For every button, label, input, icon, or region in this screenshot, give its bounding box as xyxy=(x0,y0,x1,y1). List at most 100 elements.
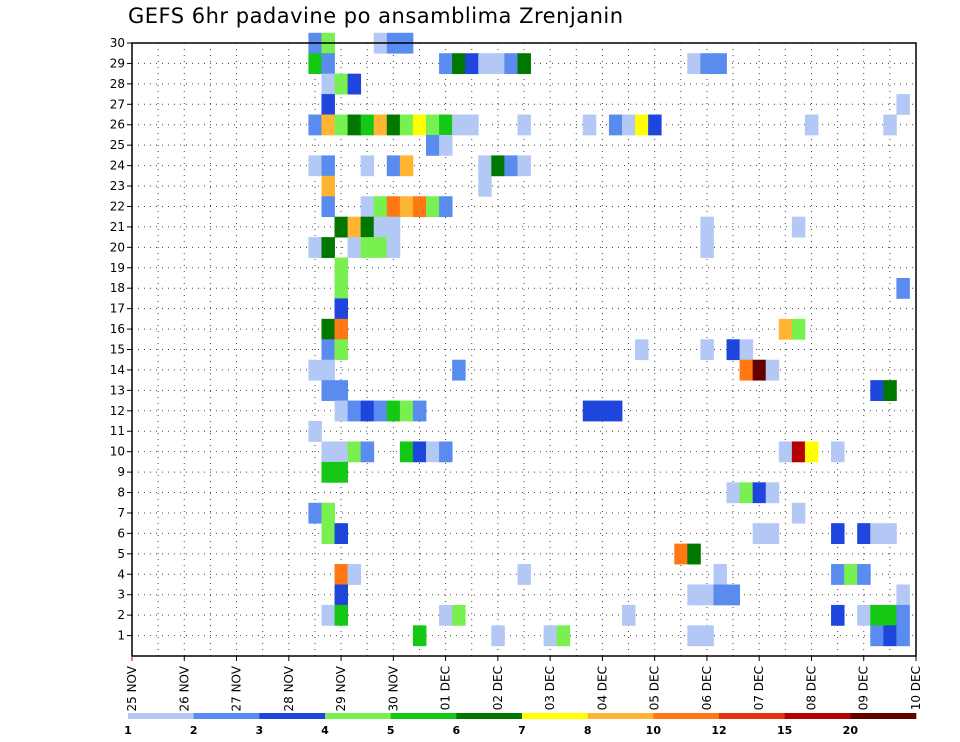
x-tick-label: 02 DEC xyxy=(491,666,505,710)
y-tick-label: 28 xyxy=(110,77,125,91)
precip-cell xyxy=(883,523,897,545)
precip-cell xyxy=(360,196,375,218)
precip-cell xyxy=(857,564,871,585)
precip-cell xyxy=(739,482,754,504)
precip-cell xyxy=(831,564,845,585)
y-tick-label: 5 xyxy=(117,547,125,561)
ticks-layer: 1234567891011121314151617181920212223242… xyxy=(110,36,923,712)
precip-cell xyxy=(334,604,348,626)
precip-cell xyxy=(491,53,505,75)
y-tick-label: 21 xyxy=(110,220,125,234)
precip-cell xyxy=(334,216,348,238)
legend-swatch xyxy=(784,713,851,719)
precip-cell xyxy=(648,114,662,136)
y-tick-label: 2 xyxy=(117,608,125,622)
legend-label: 3 xyxy=(256,724,264,737)
precip-cell xyxy=(308,155,322,177)
precip-cell xyxy=(491,625,505,647)
precip-cell xyxy=(713,584,727,606)
precip-cell xyxy=(334,257,348,279)
precip-cell xyxy=(321,155,335,177)
precip-cell xyxy=(700,53,714,75)
precip-cell xyxy=(321,237,335,258)
precip-cell xyxy=(412,400,427,422)
precip-cell xyxy=(360,114,375,136)
precip-cell xyxy=(360,155,375,177)
precip-cell xyxy=(752,523,767,545)
precip-cell xyxy=(334,339,348,361)
precip-cell xyxy=(321,502,335,524)
y-tick-label: 19 xyxy=(110,261,125,275)
legend-label: 15 xyxy=(777,724,792,737)
precip-cell xyxy=(739,359,754,381)
precip-cell xyxy=(386,237,401,258)
precip-cell xyxy=(347,564,362,585)
precip-cell xyxy=(439,134,453,156)
x-tick-label: 09 DEC xyxy=(857,666,871,710)
y-tick-label: 10 xyxy=(110,445,125,459)
legend-label: 4 xyxy=(321,724,329,737)
precip-cell xyxy=(399,155,414,177)
precip-cell xyxy=(334,73,348,95)
legend-swatch xyxy=(193,713,260,719)
precip-cell xyxy=(321,196,335,218)
legend-swatch xyxy=(259,713,326,719)
precip-cell xyxy=(334,277,348,299)
legend-swatch xyxy=(850,713,917,719)
precip-cell xyxy=(399,441,414,463)
precip-cell xyxy=(739,339,754,361)
precip-cell xyxy=(622,114,636,136)
y-tick-label: 3 xyxy=(117,588,125,602)
precip-cell xyxy=(700,237,714,258)
precip-cell xyxy=(386,114,401,136)
precip-cell xyxy=(321,94,335,115)
legend-label: 1 xyxy=(124,724,132,737)
precip-cell xyxy=(635,339,649,361)
precip-cell xyxy=(399,196,414,218)
precip-cell xyxy=(752,359,767,381)
precip-cell xyxy=(386,155,401,177)
precip-cell xyxy=(608,400,623,422)
precip-cell xyxy=(334,298,348,320)
legend-swatch xyxy=(128,713,194,719)
precip-cell xyxy=(321,604,335,626)
precip-cell xyxy=(896,625,910,647)
legend-label: 6 xyxy=(453,724,461,737)
x-tick-label: 08 DEC xyxy=(804,666,818,710)
legend-layer: 1 2 3 4 5 6 7 8 10 12 15 20 xyxy=(124,713,917,737)
precip-cell xyxy=(373,216,388,238)
precip-cell xyxy=(896,584,910,606)
y-tick-label: 25 xyxy=(110,138,125,152)
precip-cell xyxy=(452,114,466,136)
precip-cell xyxy=(504,155,518,177)
precip-cell xyxy=(347,237,362,258)
precip-cell xyxy=(582,400,597,422)
precip-cell xyxy=(608,114,623,136)
precip-cell xyxy=(308,359,322,381)
precip-cell xyxy=(347,73,362,95)
precip-cell xyxy=(399,114,414,136)
y-tick-label: 23 xyxy=(110,179,125,193)
precip-cell xyxy=(452,53,466,75)
precip-cell xyxy=(778,441,793,463)
y-tick-label: 9 xyxy=(117,465,125,479)
precip-cell xyxy=(870,380,884,401)
x-tick-label: 25 NOV xyxy=(125,665,139,711)
precip-cell xyxy=(321,53,335,75)
precip-cell xyxy=(883,604,897,626)
precip-cell xyxy=(308,53,322,75)
precip-cell xyxy=(321,523,335,545)
legend-swatch xyxy=(587,713,654,719)
legend-label: 20 xyxy=(843,724,859,737)
legend-swatch xyxy=(719,713,785,719)
y-tick-label: 18 xyxy=(110,281,125,295)
y-tick-label: 12 xyxy=(110,404,125,418)
legend-label: 8 xyxy=(584,724,592,737)
y-tick-label: 4 xyxy=(117,567,125,581)
precip-cell xyxy=(700,216,714,238)
y-tick-label: 27 xyxy=(110,97,125,111)
precip-cell xyxy=(347,216,362,238)
precip-cell xyxy=(883,625,897,647)
precip-cell xyxy=(308,502,322,524)
